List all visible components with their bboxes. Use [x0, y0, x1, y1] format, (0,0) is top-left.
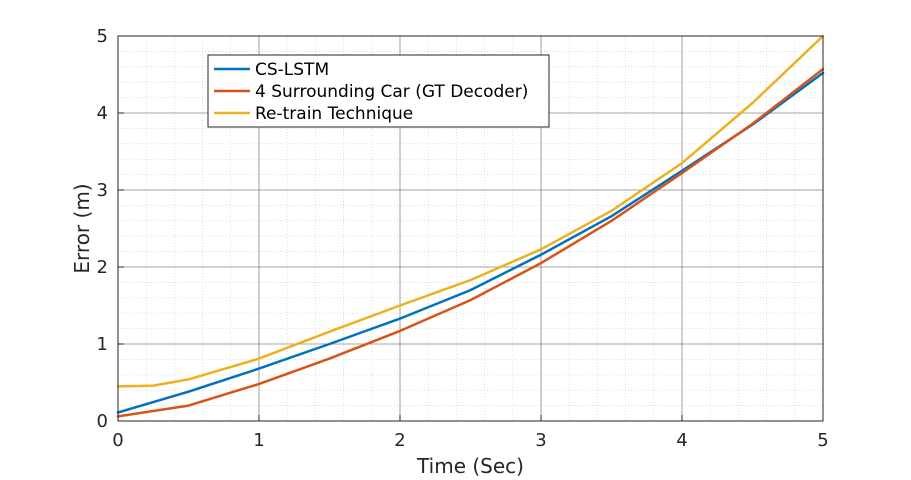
legend-label: Re-train Technique: [255, 104, 413, 124]
x-tick-label: 0: [112, 430, 123, 451]
legend: CS-LSTM 4 Surrounding Car (GT Decoder) R…: [207, 54, 550, 128]
x-tick-label: 5: [817, 430, 828, 451]
series-layer: [116, 34, 825, 418]
y-axis-label: Error (m): [70, 183, 94, 273]
plot-frame: [117, 35, 824, 422]
y-tick-label: 0: [97, 411, 108, 432]
x-tick-label: 3: [535, 430, 546, 451]
y-tick-label: 5: [97, 26, 108, 47]
legend-box: [207, 54, 550, 128]
series-line: [116, 67, 825, 418]
x-tick-label: 4: [676, 430, 687, 451]
y-axis-ticks: 0 1 2 3 4 5: [97, 26, 124, 432]
x-axis-ticks: 0 1 2 3 4 5: [112, 415, 829, 451]
y-tick-label: 2: [97, 257, 108, 278]
x-tick-label: 2: [394, 430, 405, 451]
series-line: [116, 34, 825, 388]
y-tick-label: 4: [97, 103, 108, 124]
x-axis-label: Time (Sec): [416, 454, 524, 478]
y-tick-label: 1: [97, 334, 108, 355]
legend-entry: Re-train Technique: [214, 104, 413, 124]
y-tick-label: 3: [97, 180, 108, 201]
legend-entry: 4 Surrounding Car (GT Decoder): [214, 82, 528, 102]
legend-label: CS-LSTM: [255, 60, 329, 80]
legend-label: 4 Surrounding Car (GT Decoder): [255, 82, 528, 102]
x-tick-label: 1: [253, 430, 264, 451]
legend-entry: CS-LSTM: [214, 60, 329, 80]
